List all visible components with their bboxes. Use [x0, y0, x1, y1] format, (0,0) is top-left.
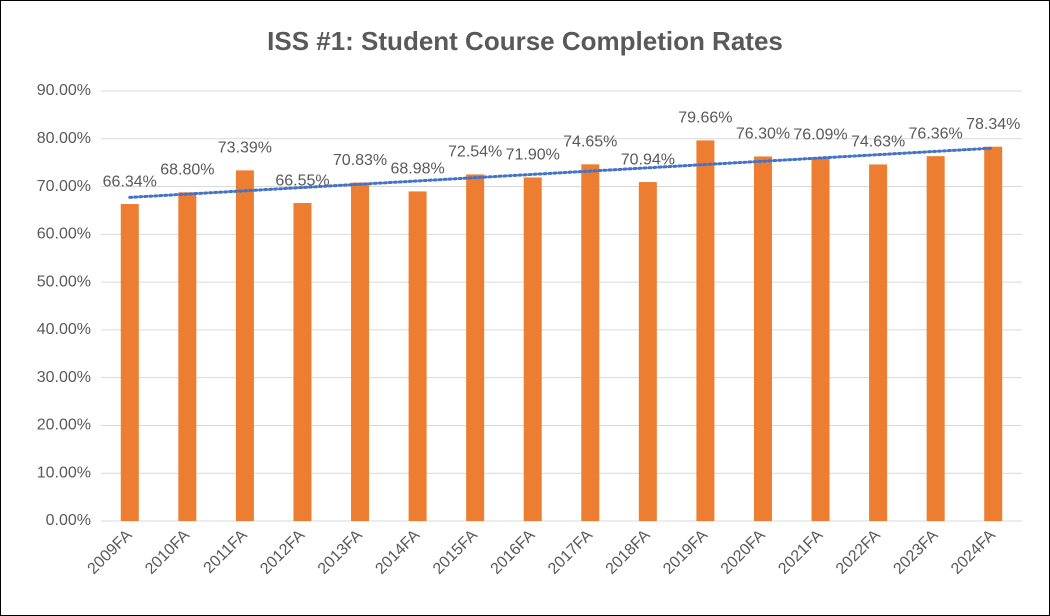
bar — [293, 203, 312, 522]
data-label: 79.66% — [678, 110, 732, 127]
trendline — [128, 146, 995, 199]
data-label: 73.39% — [218, 140, 272, 157]
bar — [235, 170, 254, 521]
bar — [811, 157, 830, 521]
y-tick-label: 60.00% — [37, 226, 91, 243]
bar — [869, 164, 888, 521]
bar — [753, 156, 772, 521]
bar — [523, 177, 542, 521]
data-label: 76.09% — [793, 127, 847, 144]
y-tick-label: 10.00% — [37, 464, 91, 481]
data-label: 74.65% — [563, 134, 617, 151]
bar — [178, 192, 197, 522]
data-label: 66.55% — [275, 172, 329, 189]
data-label: 68.80% — [160, 162, 214, 179]
bar — [696, 140, 715, 521]
bar — [120, 204, 139, 521]
data-label: 68.98% — [390, 161, 444, 178]
data-label: 71.90% — [506, 147, 560, 164]
data-label: 72.54% — [448, 144, 502, 161]
data-label: 76.36% — [909, 125, 963, 142]
bar — [466, 174, 485, 522]
data-label: 66.34% — [103, 173, 157, 190]
y-tick-label: 50.00% — [37, 273, 91, 290]
data-label: 70.94% — [621, 151, 675, 168]
data-label: 78.34% — [966, 116, 1020, 133]
y-tick-label: 0.00% — [46, 512, 91, 529]
data-label: 76.30% — [736, 126, 790, 143]
y-tick-label: 90.00% — [37, 82, 91, 99]
bar — [926, 156, 945, 521]
data-label: 74.63% — [851, 134, 905, 151]
bar — [408, 191, 427, 521]
bar — [581, 164, 600, 522]
y-tick-label: 40.00% — [37, 321, 91, 338]
y-tick-label: 80.00% — [37, 130, 91, 147]
y-tick-label: 30.00% — [37, 369, 91, 386]
y-tick-label: 70.00% — [37, 178, 91, 195]
y-tick-label: 20.00% — [37, 417, 91, 434]
bar — [984, 146, 1003, 521]
chart-title: ISS #1: Student Course Completion Rates — [267, 26, 783, 56]
bar — [638, 182, 657, 521]
data-label: 70.83% — [333, 152, 387, 169]
bar — [351, 182, 370, 521]
